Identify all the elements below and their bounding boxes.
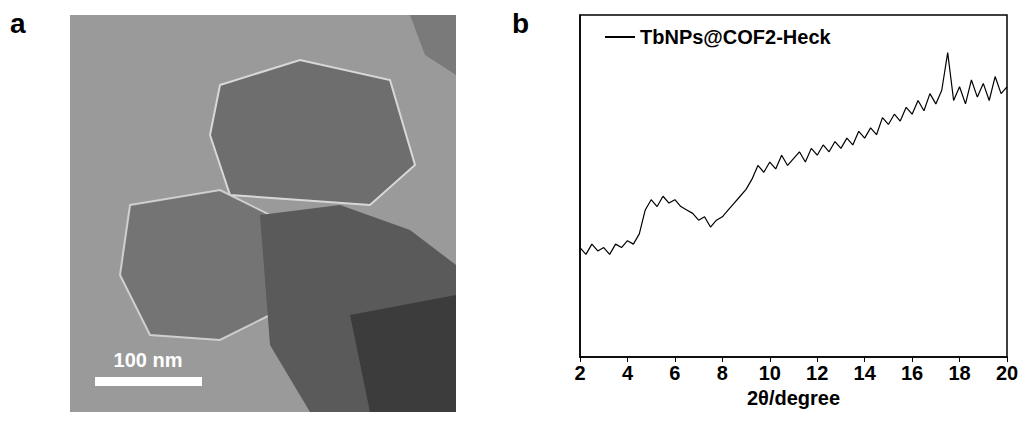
svg-text:100 nm: 100 nm: [114, 349, 183, 371]
html-text:b: b: [512, 8, 530, 39]
svg-text:TbNPs@COF2-Heck: TbNPs@COF2-Heck: [640, 26, 832, 48]
svg-text:18: 18: [948, 362, 970, 384]
svg-text:4: 4: [622, 362, 634, 384]
svg-text:10: 10: [759, 362, 781, 384]
svg-text:2: 2: [574, 362, 585, 384]
svg-text:20: 20: [996, 362, 1018, 384]
svg-text:8: 8: [717, 362, 728, 384]
svg-text:14: 14: [854, 362, 877, 384]
svg-text:16: 16: [901, 362, 923, 384]
html-text:a: a: [10, 8, 26, 39]
svg-text:12: 12: [806, 362, 828, 384]
svg-text:2θ/degree: 2θ/degree: [747, 387, 840, 409]
svg-text:6: 6: [669, 362, 680, 384]
